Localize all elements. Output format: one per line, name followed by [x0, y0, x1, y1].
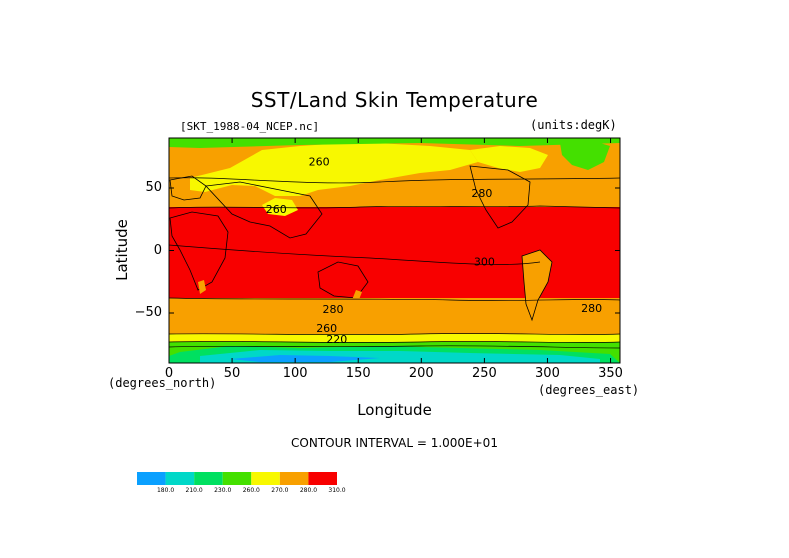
x-tick-label: 300	[535, 366, 560, 381]
x-tick-label: 150	[345, 366, 371, 381]
contour-line-south-270	[169, 333, 620, 336]
colorbar-label: 270.0	[271, 487, 289, 494]
colorbar-swatch-5	[279, 472, 309, 485]
contour-lines	[169, 177, 620, 349]
land-asia-outline	[205, 181, 323, 239]
contour-label-4: 280	[323, 303, 344, 316]
contour-line-tropics-300	[169, 244, 541, 265]
contour-label-6: 260	[316, 322, 337, 335]
land-tibet-yellow	[262, 198, 298, 216]
x-tick-label: 250	[471, 366, 497, 381]
contour-label-5: 280	[581, 302, 602, 315]
land-greenland-green	[560, 140, 610, 170]
land-canada-yellow	[470, 146, 548, 172]
land-siberia-yellow	[190, 142, 478, 196]
band-southern-ocean	[169, 334, 620, 344]
contour-label-0: 260	[309, 156, 330, 169]
chart-title: SST/Land Skin Temperature	[250, 88, 539, 112]
colorbar-swatch-0	[137, 472, 166, 485]
y-tick-label: 50	[145, 180, 162, 195]
tick-marks	[168, 138, 620, 363]
colorbar-label: 210.0	[185, 487, 203, 494]
x-axis-units: (degrees_east)	[538, 383, 640, 397]
colorbar-swatch-3	[222, 472, 252, 485]
colorbar-label: 260.0	[242, 487, 260, 494]
y-axis-units: (degrees_north)	[108, 376, 217, 390]
contour-label-1: 260	[266, 203, 287, 216]
colorbar-swatch-2	[194, 472, 223, 485]
contour-line-south-260	[169, 341, 620, 343]
units-label: (units:degK)	[530, 118, 617, 132]
contour-line-north-270	[169, 177, 620, 184]
contour-label-7: 220	[326, 333, 347, 346]
colorbar-label: 310.0	[328, 487, 346, 494]
contour-line-south-280	[169, 297, 620, 301]
land-madagascar	[198, 280, 206, 294]
colorbar-label: 180.0	[156, 487, 175, 494]
band-south-mid	[169, 298, 620, 334]
y-axis-label: Latitude	[113, 219, 131, 281]
x-tick-label: 200	[408, 366, 434, 381]
land-europe-outline	[169, 175, 207, 201]
contour-label-3: 300	[474, 256, 495, 269]
x-tick-label: 0	[164, 366, 174, 381]
colorbar-swatch-1	[165, 472, 195, 485]
y-tick-label: −50	[134, 305, 162, 320]
arctic-top-green	[169, 138, 620, 148]
x-axis-label: Longitude	[357, 401, 432, 419]
contour-line-north-280	[169, 205, 620, 209]
colorbar-label: 230.0	[214, 487, 232, 494]
contour-interval: CONTOUR INTERVAL = 1.000E+01	[291, 436, 498, 450]
land-australia-outline	[317, 261, 369, 299]
antarctica-blue	[230, 355, 380, 362]
x-tick-label: 350	[598, 366, 623, 381]
contour-line-south-250	[169, 345, 620, 349]
colorbar	[137, 472, 337, 485]
colorbar-swatch-6	[308, 472, 337, 485]
file-label: [SKT_1988-04_NCEP.nc]	[180, 120, 320, 133]
x-tick-label: 50	[223, 366, 241, 381]
land-north-america-outline	[469, 165, 531, 229]
contour-label-2: 280	[471, 187, 492, 200]
band-tropics	[169, 207, 620, 299]
y-tick-label: 0	[153, 242, 162, 258]
colorbar-swatch-4	[251, 472, 280, 485]
colorbar-label: 280.0	[299, 487, 318, 494]
x-tick-label: 100	[282, 366, 308, 381]
